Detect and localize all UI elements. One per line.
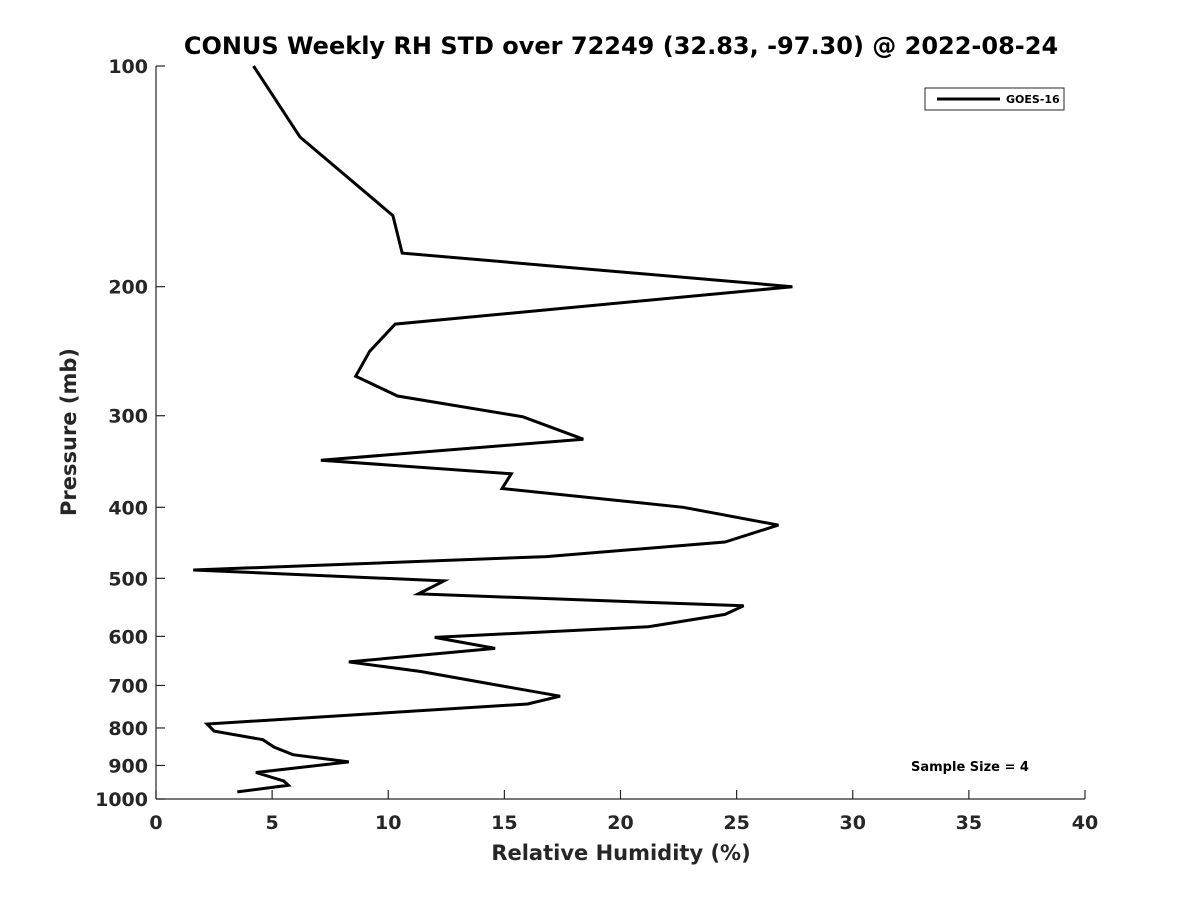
y-tick-label: 800: [108, 718, 148, 740]
x-tick-label: 20: [607, 812, 633, 834]
y-tick-label: 600: [108, 626, 148, 648]
y-tick-label: 700: [108, 675, 148, 697]
series-layer: [193, 65, 793, 794]
x-ticks: 0 5 10 15 20 25 30 35 40: [149, 790, 1098, 834]
y-ticks: 100 200 300 400 500 600 700 800 900 1000: [95, 56, 165, 811]
y-tick-label: 400: [108, 497, 148, 519]
x-tick-label: 35: [956, 812, 982, 834]
x-tick-label: 5: [266, 812, 279, 834]
legend: GOES-16: [924, 87, 1065, 111]
x-tick-label: 30: [840, 812, 866, 834]
x-tick-label: 40: [1072, 812, 1098, 834]
sample-size-annotation: Sample Size = 4: [911, 760, 1029, 775]
y-tick-label: 300: [108, 406, 148, 428]
plot-area: [155, 66, 1085, 800]
y-tick-label: 500: [108, 568, 148, 590]
x-axis-label: Relative Humidity (%): [491, 841, 750, 865]
legend-label-goes-16: GOES-16: [1006, 93, 1060, 106]
y-tick-label: 200: [108, 277, 148, 299]
chart-title: CONUS Weekly RH STD over 72249 (32.83, -…: [184, 32, 1058, 60]
x-tick-label: 10: [375, 812, 401, 834]
x-tick-label: 15: [491, 812, 517, 834]
x-tick-label: 25: [723, 812, 749, 834]
series-line-goes-16: [193, 65, 793, 794]
x-tick-label: 0: [149, 812, 162, 834]
y-tick-label: 1000: [95, 789, 148, 811]
y-tick-label: 900: [108, 755, 148, 777]
y-tick-label: 100: [108, 56, 148, 78]
y-axis-label: Pressure (mb): [57, 348, 81, 516]
